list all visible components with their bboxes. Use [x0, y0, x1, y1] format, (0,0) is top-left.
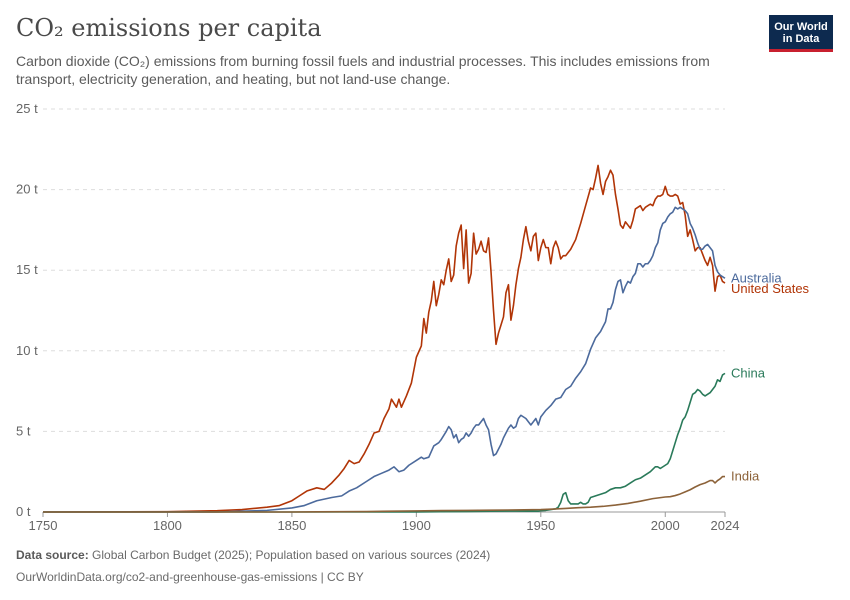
x-tick-label: 1800 [153, 518, 182, 533]
x-tick-label: 1900 [402, 518, 431, 533]
series-line-india[interactable] [43, 475, 725, 513]
source-label: Data source: [16, 548, 89, 562]
x-tick-label: 1750 [29, 518, 58, 533]
y-tick-label: 10 t [16, 343, 38, 358]
x-tick-label: 2000 [651, 518, 680, 533]
series-line-china[interactable] [43, 372, 726, 513]
series-label-australia[interactable]: Australia [731, 270, 782, 285]
y-tick-label: 15 t [16, 262, 38, 277]
series-label-china[interactable]: China [731, 365, 766, 380]
x-tick-label: 1950 [526, 518, 555, 533]
owid-logo[interactable]: Our World in Data [769, 15, 833, 52]
series-label-india[interactable]: India [731, 469, 760, 484]
chart-subtitle: Carbon dioxide (CO₂) emissions from burn… [16, 53, 710, 87]
y-tick-label: 0 t [16, 504, 31, 519]
y-axis: 0 t 5 t 10 t 15 t 20 t 25 t [16, 101, 38, 519]
data-source: Data source: Global Carbon Budget (2025)… [16, 548, 490, 562]
y-tick-label: 25 t [16, 101, 38, 116]
series-line-australia[interactable] [43, 206, 726, 513]
source-url[interactable]: OurWorldinData.org/co2-and-greenhouse-ga… [16, 570, 364, 584]
series-lines[interactable] [42, 164, 726, 513]
x-tick-label: 2024 [711, 518, 740, 533]
y-tick-label: 20 t [16, 182, 38, 197]
y-tick-label: 5 t [16, 423, 31, 438]
series-line-united-states[interactable] [42, 164, 726, 513]
source-text: Global Carbon Budget (2025); Population … [92, 548, 491, 562]
x-tick-label: 1850 [277, 518, 306, 533]
grid-lines [43, 108, 725, 432]
chart-title: CO₂ emissions per capita [16, 14, 322, 42]
logo-line-1: Our World [774, 21, 828, 33]
x-axis: 1750 1800 1850 1900 1950 2000 2024 [29, 511, 740, 533]
series-label-united-states[interactable]: United States [731, 281, 810, 296]
logo-line-2: in Data [782, 33, 820, 45]
